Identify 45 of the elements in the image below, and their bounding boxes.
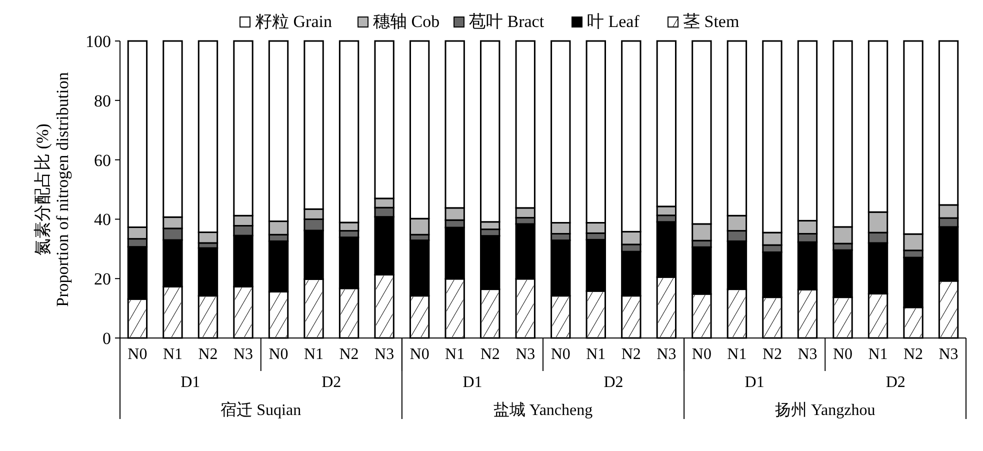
legend-label: 茎 Stem [683,12,740,31]
legend-label: 苞叶 Bract [469,12,544,31]
x-tick-label: N2 [480,346,500,363]
x-tick-label: N0 [832,346,853,363]
x-tick-label: N0 [128,346,148,363]
x-tick-label: N3 [233,346,254,363]
text: 盐城 Yancheng [493,401,593,419]
text: D1 [744,374,764,391]
text: D1 [180,374,200,391]
x-tick-label: N1 [445,346,465,363]
text: D2 [322,374,342,391]
y-tick-label: 60 [94,150,111,170]
legend-label: 叶 Leaf [587,12,640,31]
legend-label: 穗轴 Cob [373,12,440,31]
y-tick-label: 20 [94,270,111,289]
x-tick-label: N0 [692,346,712,363]
x-tick-label: N2 [904,346,924,363]
x-tick-label: N1 [586,346,606,363]
legend-label: 籽粒 Grain [255,12,332,31]
x-tick-label: N1 [868,346,888,363]
x-tick-label: N3 [656,346,676,363]
y-tick-label: 0 [102,328,111,348]
y-tick-label: 40 [94,210,111,230]
y-tick-label: 100 [86,32,111,51]
x-tick-label: N1 [304,346,324,363]
text: 扬州 Yangzhou [775,401,876,419]
x-tick-label: N0 [550,346,570,363]
x-tick-label: N0 [410,346,430,363]
text: 宿迁 Suqian [220,401,302,419]
x-tick-label: N3 [798,346,818,363]
y-tick-label: 80 [94,91,111,110]
y-axis-title: 氮素分配占比 (%) Proportion of nitrogen distribution [33,72,72,307]
text: D2 [886,374,906,391]
x-tick-label: N2 [762,346,782,363]
x-tick-label: N0 [268,346,288,363]
x-tick-label: N1 [162,346,182,363]
x-tick-label: N3 [374,346,394,363]
text: D2 [604,374,624,391]
x-tick-label: N3 [938,346,958,363]
x-tick-label: N2 [621,346,641,363]
x-tick-label: N2 [339,346,359,363]
x-tick-label: N3 [516,346,536,363]
x-tick-label: N2 [198,346,218,363]
text: D1 [462,374,482,391]
x-tick-label: N1 [727,346,747,363]
